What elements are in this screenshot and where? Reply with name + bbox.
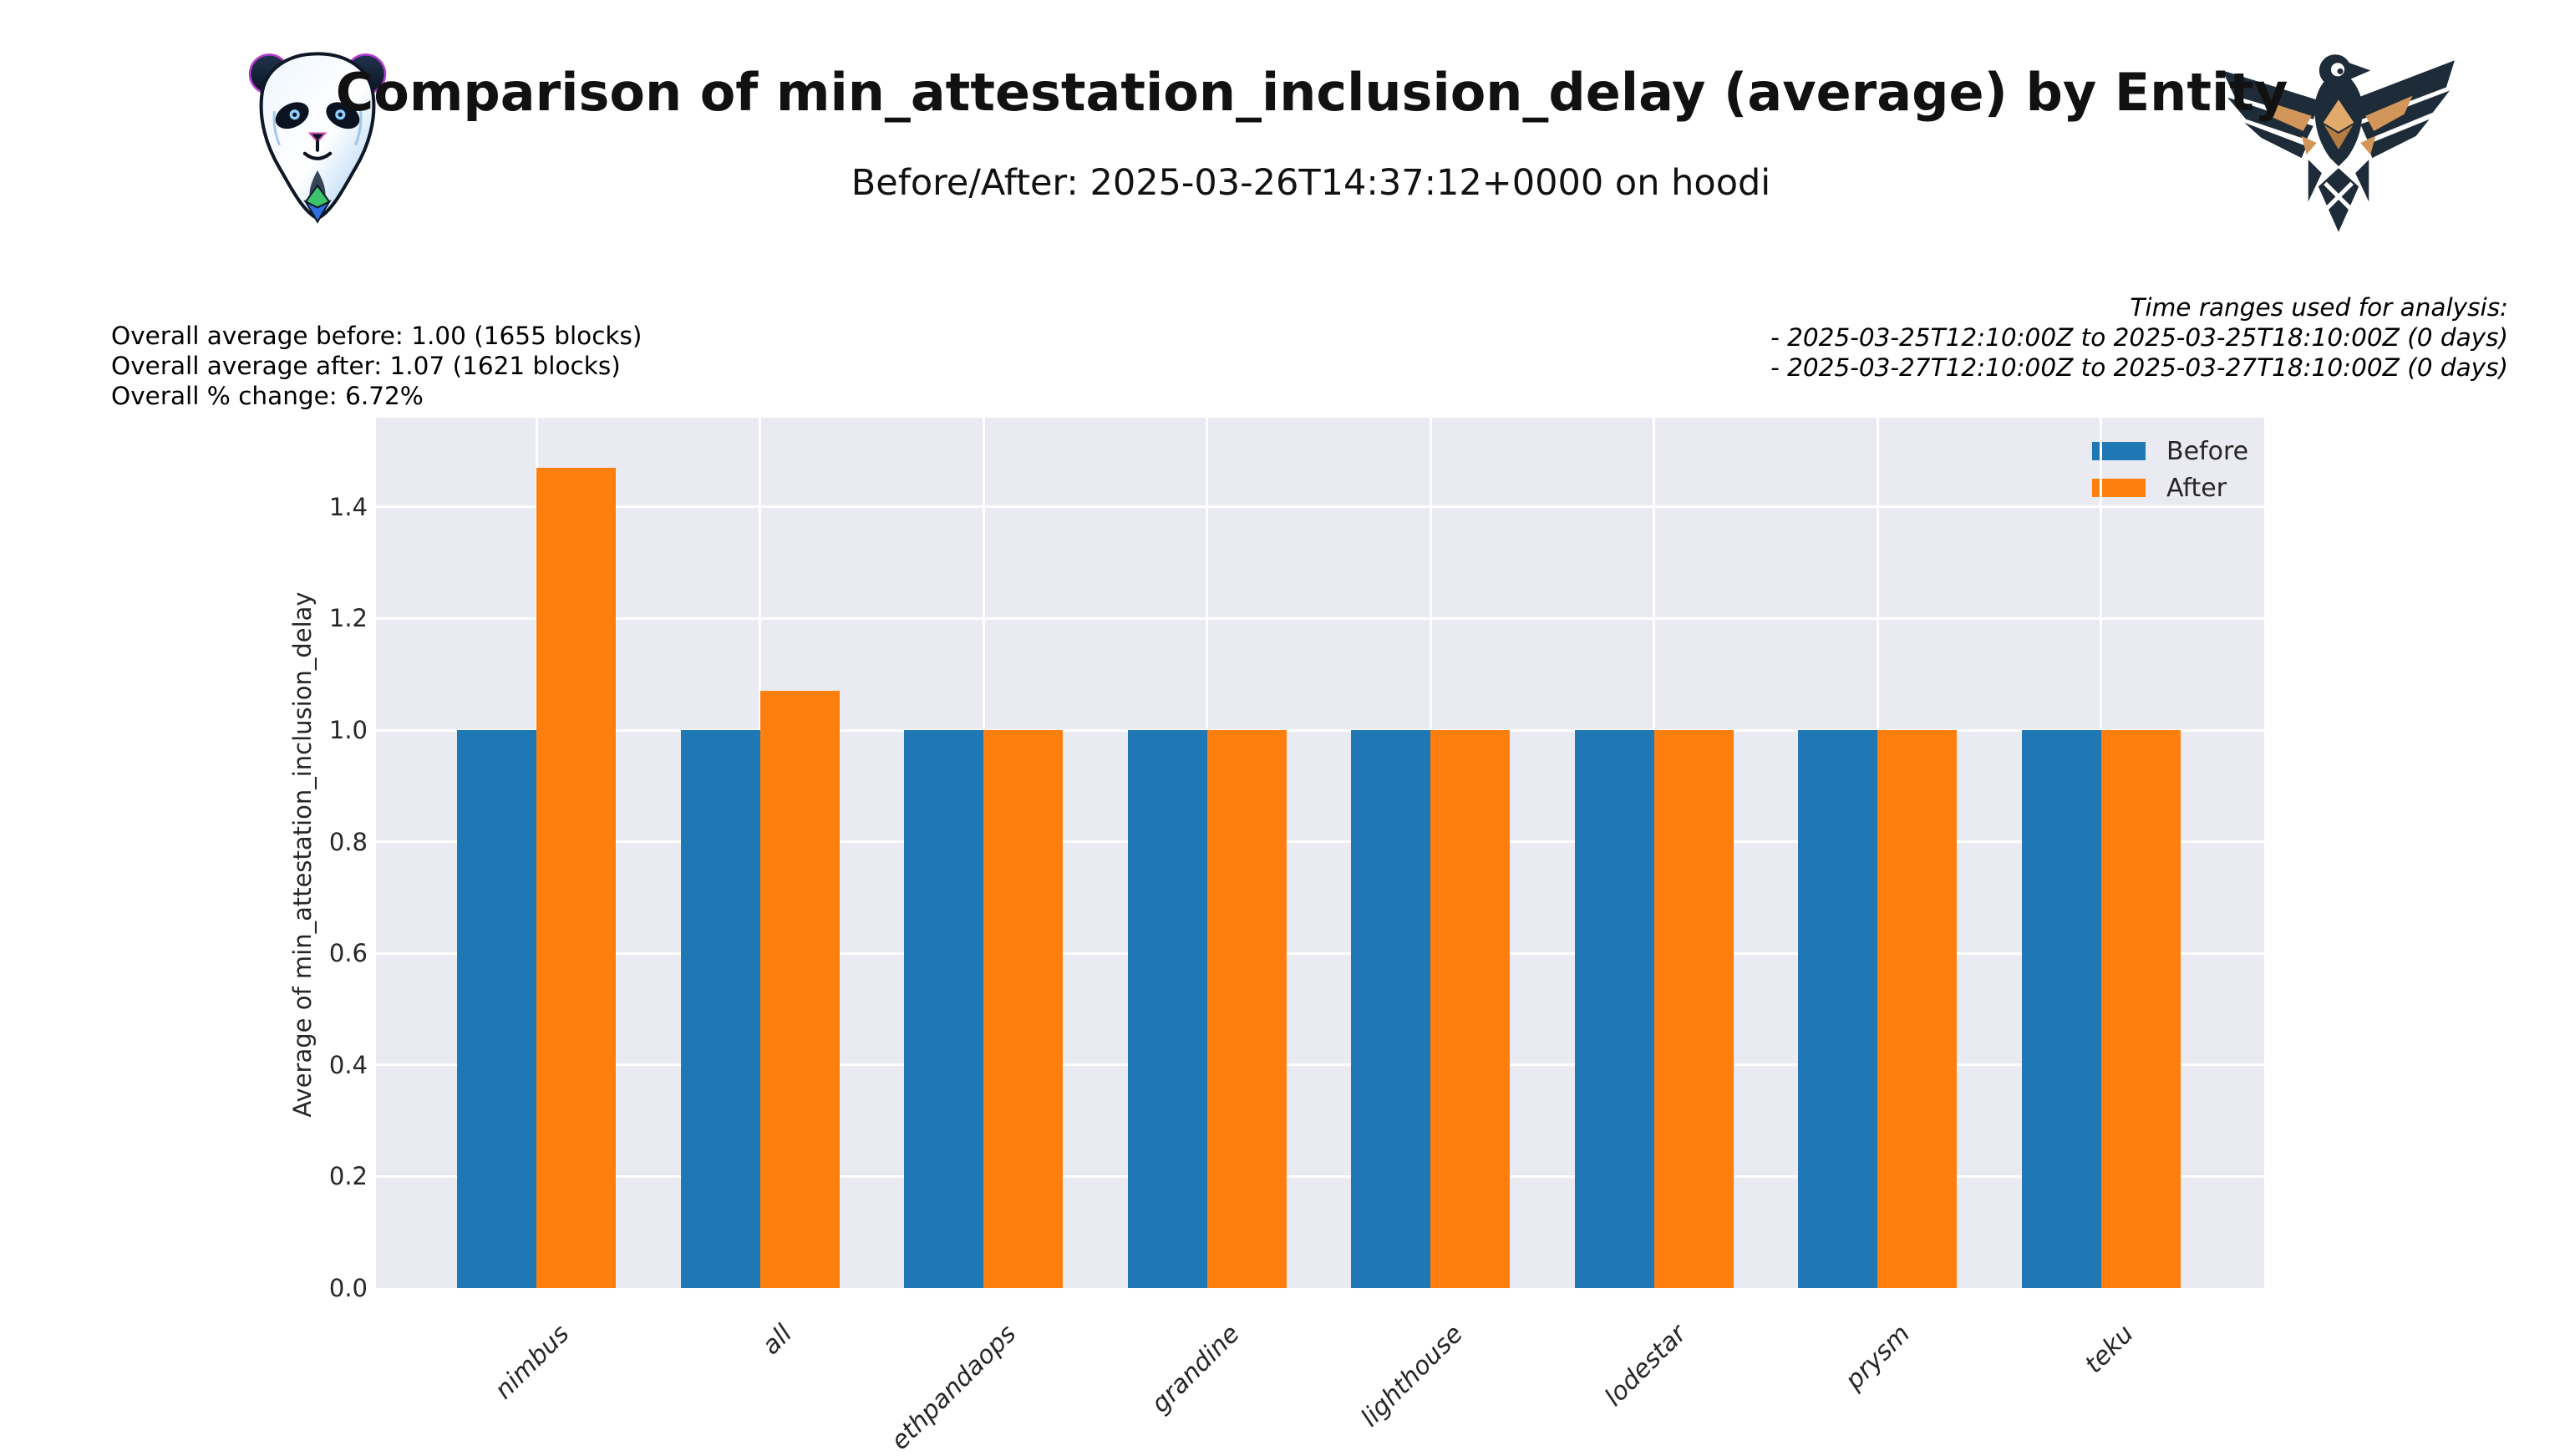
bar-before-nimbus bbox=[457, 730, 536, 1288]
bar-before-lodestar bbox=[1574, 730, 1654, 1288]
chart-subtitle: Before/After: 2025-03-26T14:37:12+0000 o… bbox=[851, 162, 1771, 204]
panda-logo-icon bbox=[248, 52, 387, 224]
plot-area: Before After bbox=[376, 418, 2264, 1288]
stats-before: Overall average before: 1.00 (1655 block… bbox=[111, 322, 642, 350]
legend-swatch-before bbox=[2092, 442, 2146, 460]
legend-swatch-after bbox=[2092, 479, 2146, 497]
legend: Before After bbox=[2092, 436, 2249, 512]
x-tick-label-lighthouse: lighthouse bbox=[1355, 1319, 1470, 1433]
legend-item-after: After bbox=[2092, 473, 2248, 503]
time-ranges-heading: Time ranges used for analysis: bbox=[2130, 293, 2508, 322]
eagle-logo-icon bbox=[2222, 54, 2455, 232]
bar-after-nimbus bbox=[536, 468, 616, 1288]
time-range-after: - 2025-03-27T12:10:00Z to 2025-03-27T18:… bbox=[1770, 353, 2508, 382]
overall-stats: Overall average before: 1.00 (1655 block… bbox=[111, 321, 642, 411]
y-tick-label-0.6: 0.6 bbox=[328, 939, 368, 968]
gridline-horizontal bbox=[376, 840, 2264, 844]
bar-before-prysm bbox=[1798, 730, 1877, 1288]
bar-after-ethpandaops bbox=[983, 730, 1063, 1288]
bar-before-all bbox=[680, 730, 760, 1288]
bar-before-lighthouse bbox=[1351, 730, 1430, 1288]
legend-label-before: Before bbox=[2166, 436, 2249, 466]
y-tick-label-0.2: 0.2 bbox=[328, 1162, 368, 1191]
x-tick-label-all: all bbox=[756, 1319, 799, 1361]
legend-label-after: After bbox=[2166, 473, 2227, 503]
y-tick-label-0.8: 0.8 bbox=[328, 827, 368, 856]
bar-after-prysm bbox=[1877, 730, 1957, 1288]
bar-before-ethpandaops bbox=[904, 730, 983, 1288]
legend-item-before: Before bbox=[2092, 436, 2249, 466]
gridline-horizontal bbox=[376, 728, 2264, 732]
chart-title: Comparison of min_attestation_inclusion_… bbox=[335, 62, 2288, 123]
bar-after-grandine bbox=[1206, 730, 1287, 1288]
gridline-horizontal bbox=[376, 616, 2264, 620]
stats-change: Overall % change: 6.72% bbox=[111, 382, 424, 410]
y-tick-label-1.0: 1.0 bbox=[328, 716, 368, 744]
y-tick-label-0.0: 0.0 bbox=[328, 1274, 368, 1302]
bar-before-teku bbox=[2021, 730, 2101, 1288]
gridline-horizontal bbox=[376, 505, 2264, 509]
y-tick-label-1.4: 1.4 bbox=[328, 492, 368, 521]
y-tick-label-0.4: 0.4 bbox=[328, 1050, 368, 1079]
bar-before-grandine bbox=[1127, 730, 1207, 1288]
y-tick-label-1.2: 1.2 bbox=[328, 604, 368, 633]
gridline-horizontal bbox=[376, 1063, 2264, 1067]
time-range-before: - 2025-03-25T12:10:00Z to 2025-03-25T18:… bbox=[1770, 323, 2508, 352]
stats-after: Overall average after: 1.07 (1621 blocks… bbox=[111, 352, 621, 380]
x-tick-label-ethpandaops: ethpandaops bbox=[885, 1319, 1023, 1456]
x-tick-label-nimbus: nimbus bbox=[489, 1319, 576, 1406]
gridline-horizontal bbox=[376, 951, 2264, 955]
bar-after-teku bbox=[2100, 730, 2181, 1288]
x-tick-label-teku: teku bbox=[2079, 1319, 2140, 1380]
bar-after-all bbox=[759, 691, 840, 1288]
x-tick-label-prysm: prysm bbox=[1839, 1319, 1917, 1396]
bar-after-lighthouse bbox=[1430, 730, 1510, 1288]
bar-after-lodestar bbox=[1653, 730, 1734, 1288]
gridline-horizontal bbox=[376, 1174, 2264, 1178]
x-tick-label-grandine: grandine bbox=[1145, 1319, 1246, 1419]
x-tick-label-lodestar: lodestar bbox=[1599, 1319, 1693, 1413]
time-ranges-note: Time ranges used for analysis: - 2025-03… bbox=[1770, 292, 2508, 383]
